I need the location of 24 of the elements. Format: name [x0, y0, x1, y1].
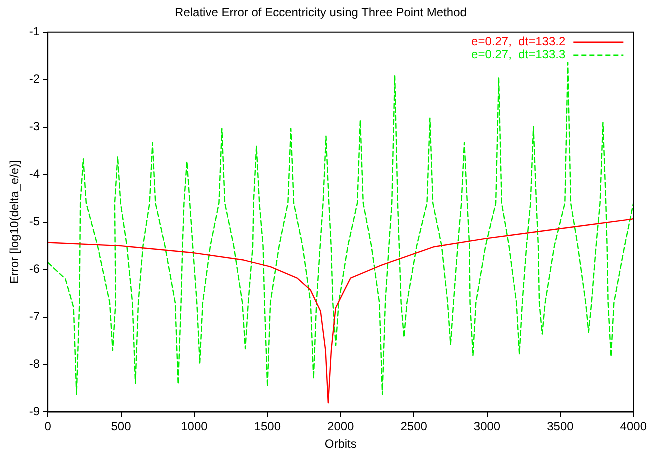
- legend-label: e=0.27, dt=133.2: [472, 34, 566, 49]
- x-tick-label: 4000: [620, 420, 648, 434]
- y-tick-label: -3: [29, 120, 40, 134]
- y-tick-label: -1: [29, 24, 40, 39]
- x-tick-label: 3000: [474, 420, 501, 434]
- y-tick-label: -2: [29, 72, 40, 86]
- y-tick-label: -7: [29, 310, 40, 324]
- y-tick-label: -9: [29, 404, 40, 419]
- y-tick-label: -5: [29, 214, 40, 229]
- x-tick-label: 500: [111, 420, 132, 434]
- y-tick-label: -8: [29, 357, 40, 372]
- y-axis-title: Error [log10(delta_e/e)]: [8, 160, 22, 284]
- x-axis-title: Orbits: [324, 437, 357, 452]
- x-tick-label: 2000: [328, 420, 355, 434]
- x-tick-label: 0: [44, 420, 52, 434]
- x-tick-label: 1500: [254, 420, 282, 434]
- chart-title: Relative Error of Eccentricity using Three Point Method: [175, 6, 467, 20]
- y-tick-label: -4: [29, 167, 40, 182]
- legend-label: e=0.27, dt=133.3: [472, 48, 566, 62]
- x-tick-label: 2500: [400, 420, 428, 434]
- x-tick-label: 3500: [547, 420, 574, 434]
- y-tick-label: -6: [29, 262, 40, 276]
- line-series: [48, 62, 634, 396]
- x-tick-label: 1000: [181, 420, 208, 434]
